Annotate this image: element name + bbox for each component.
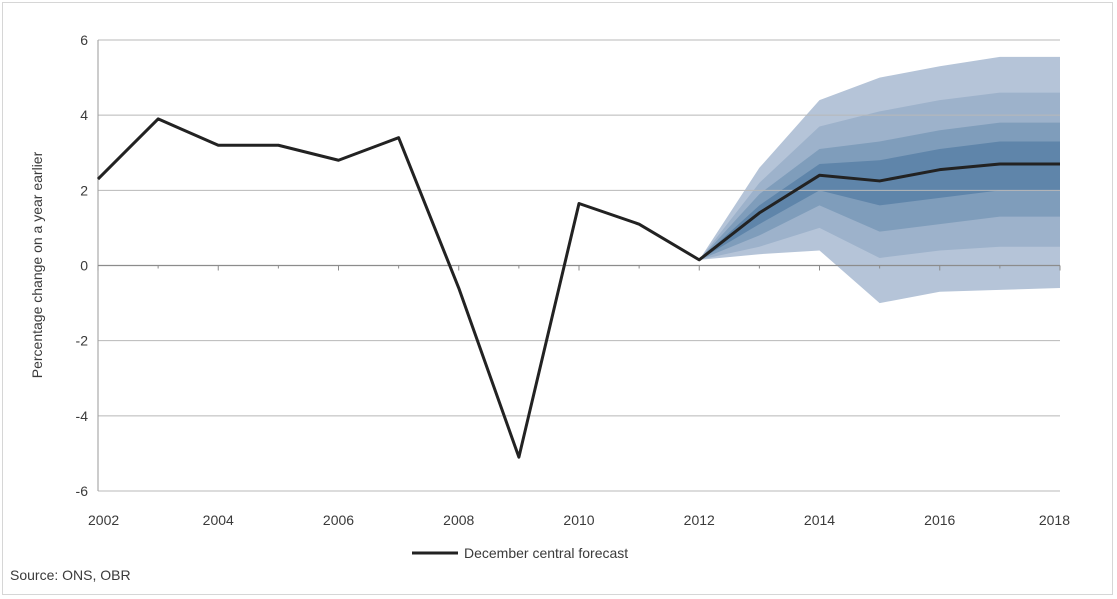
y-axis-label: Percentage change on a year earlier — [29, 151, 45, 378]
gridlines — [98, 39, 1060, 492]
axes — [97, 40, 1061, 491]
x-tick-label: 2012 — [684, 512, 715, 528]
legend-label-central-forecast: December central forecast — [464, 545, 628, 561]
x-tick-label: 2008 — [443, 512, 474, 528]
series-line-central-forecast — [96, 117, 1060, 459]
y-tick-label: -6 — [76, 483, 89, 499]
tick-labels: 6 4 2 0 -2 -4 -6 2002 2004 2006 2008 2010 2012 2014 20… — [76, 32, 1071, 528]
x-tick-label: 2016 — [924, 512, 955, 528]
x-tick-label: 2002 — [88, 512, 119, 528]
series-lines — [96, 117, 1060, 459]
fan-band-4 — [699, 141, 1060, 260]
y-tick-label: 4 — [80, 107, 88, 123]
y-tick-label: 0 — [80, 258, 88, 274]
x-tick-label: 2006 — [323, 512, 354, 528]
y-tick-label: -4 — [76, 408, 89, 424]
y-tick-label: -2 — [76, 333, 89, 349]
x-tick-label: 2014 — [804, 512, 835, 528]
y-tick-label: 2 — [80, 182, 88, 198]
x-tick-label: 2010 — [563, 512, 594, 528]
y-tick-label: 6 — [80, 32, 88, 48]
fan-bands — [699, 56, 1060, 304]
x-tick-label: 2004 — [203, 512, 234, 528]
source-note: Source: ONS, OBR — [10, 567, 131, 583]
x-tick-label: 2018 — [1039, 512, 1070, 528]
